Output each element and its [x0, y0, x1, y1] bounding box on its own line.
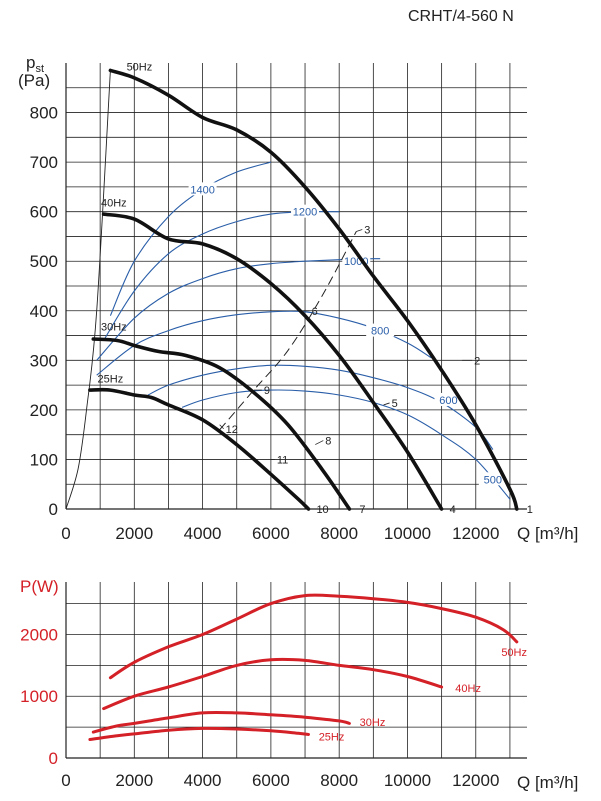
- x-tick-label: 4000: [184, 771, 222, 790]
- power-curve-30Hz: [91, 710, 351, 734]
- power-chart: 0 1000 2000 0 2000 4000 6000 8000 10000 12000 P(W)…: [20, 577, 578, 792]
- iso-label-bg: [188, 182, 217, 196]
- operating-point-label: 10: [316, 504, 328, 516]
- iso-power-label: 1200: [293, 207, 317, 219]
- iso-label-bg: [291, 204, 320, 218]
- speed-label: 50Hz: [501, 647, 527, 659]
- y-axis-title-subscript: st: [35, 63, 44, 75]
- x-tick-label: 10000: [384, 771, 431, 790]
- iso-power-label: 1400: [190, 184, 214, 196]
- x-tick-label: 4000: [184, 524, 222, 543]
- pressure-curve-50Hz: [108, 68, 519, 511]
- iso-power-label: 500: [484, 474, 502, 486]
- power-curve-25Hz: [88, 726, 310, 741]
- pressure-curve-25Hz: [88, 387, 311, 511]
- x-tick-label: 8000: [320, 524, 358, 543]
- y-tick-label: 0: [49, 749, 58, 768]
- y-tick-label: 800: [30, 104, 58, 123]
- iso-label-bg: [434, 392, 463, 406]
- operating-point-label: 2: [474, 355, 480, 367]
- x-tick-label: 12000: [452, 771, 499, 790]
- x-axis-title: Q [m³/h]: [517, 524, 578, 543]
- y-tick-label: 300: [30, 351, 58, 370]
- pressure-curve-40Hz: [101, 212, 444, 511]
- x-tick-label: 12000: [452, 524, 499, 543]
- iso-power-label: 800: [371, 326, 389, 338]
- operating-point-label: 11: [277, 454, 288, 466]
- y-axis-title: P(W): [20, 577, 59, 596]
- envelope-curve: [65, 70, 111, 510]
- speed-label: 25Hz: [98, 374, 124, 386]
- x-tick-label: 0: [61, 524, 70, 543]
- y-tick-label: 1000: [20, 687, 58, 706]
- operating-point-leader: [383, 402, 390, 406]
- chart-title: CRHT/4-560 N: [408, 8, 514, 25]
- x-tick-label: 0: [61, 771, 70, 790]
- operating-point-label: 9: [264, 385, 270, 397]
- speed-label: 50Hz: [127, 61, 153, 73]
- iso-power-label: 600: [439, 395, 457, 407]
- operating-point-label: 8: [325, 436, 331, 448]
- y-tick-label: 500: [30, 252, 58, 271]
- operating-point-leader: [356, 229, 363, 232]
- x-tick-label: 2000: [115, 771, 153, 790]
- y-tick-label: 700: [30, 153, 58, 172]
- y-tick-label: 400: [30, 302, 58, 321]
- operating-point-label: 6: [312, 306, 318, 318]
- operating-point-leader: [219, 424, 224, 430]
- x-tick-label: 6000: [252, 771, 290, 790]
- system-line: [219, 231, 357, 431]
- x-tick-label: 8000: [320, 771, 358, 790]
- y-tick-label: 2000: [20, 625, 58, 644]
- operating-point-label: 12: [226, 424, 238, 436]
- x-tick-label: 6000: [252, 524, 290, 543]
- x-axis-title: Q [m³/h]: [517, 773, 578, 792]
- power-curve-40Hz: [102, 657, 444, 711]
- x-tick-label: 10000: [384, 524, 431, 543]
- operating-point-label: 4: [450, 504, 456, 516]
- speed-label: 25Hz: [319, 732, 345, 744]
- iso-power-curve-500: [181, 389, 511, 500]
- x-tick-label: 2000: [115, 524, 153, 543]
- operating-point-label: 7: [359, 504, 365, 516]
- operating-point-label: 1: [527, 504, 533, 516]
- operating-point-label: 5: [392, 398, 398, 410]
- y-tick-label: 0: [49, 500, 58, 519]
- y-tick-label: 200: [30, 401, 58, 420]
- iso-power-curve-600: [147, 364, 494, 450]
- iso-power-curve-1200: [103, 210, 340, 341]
- iso-label-bg: [366, 323, 395, 337]
- speed-label: 40Hz: [101, 198, 127, 210]
- operating-point-leader: [315, 440, 324, 445]
- iso-power-curve-1400: [109, 161, 272, 316]
- y-axis-unit: (Pa): [18, 71, 50, 90]
- iso-label-bg: [478, 472, 507, 486]
- pressure-curve-30Hz: [91, 337, 352, 511]
- speed-label: 30Hz: [360, 717, 386, 729]
- y-tick-label: 600: [30, 203, 58, 222]
- power-curve-50Hz: [108, 593, 519, 680]
- y-tick-label: 100: [30, 450, 58, 469]
- speed-label: 30Hz: [101, 322, 127, 334]
- speed-label: 40Hz: [455, 683, 481, 695]
- operating-point-label: 3: [364, 224, 370, 236]
